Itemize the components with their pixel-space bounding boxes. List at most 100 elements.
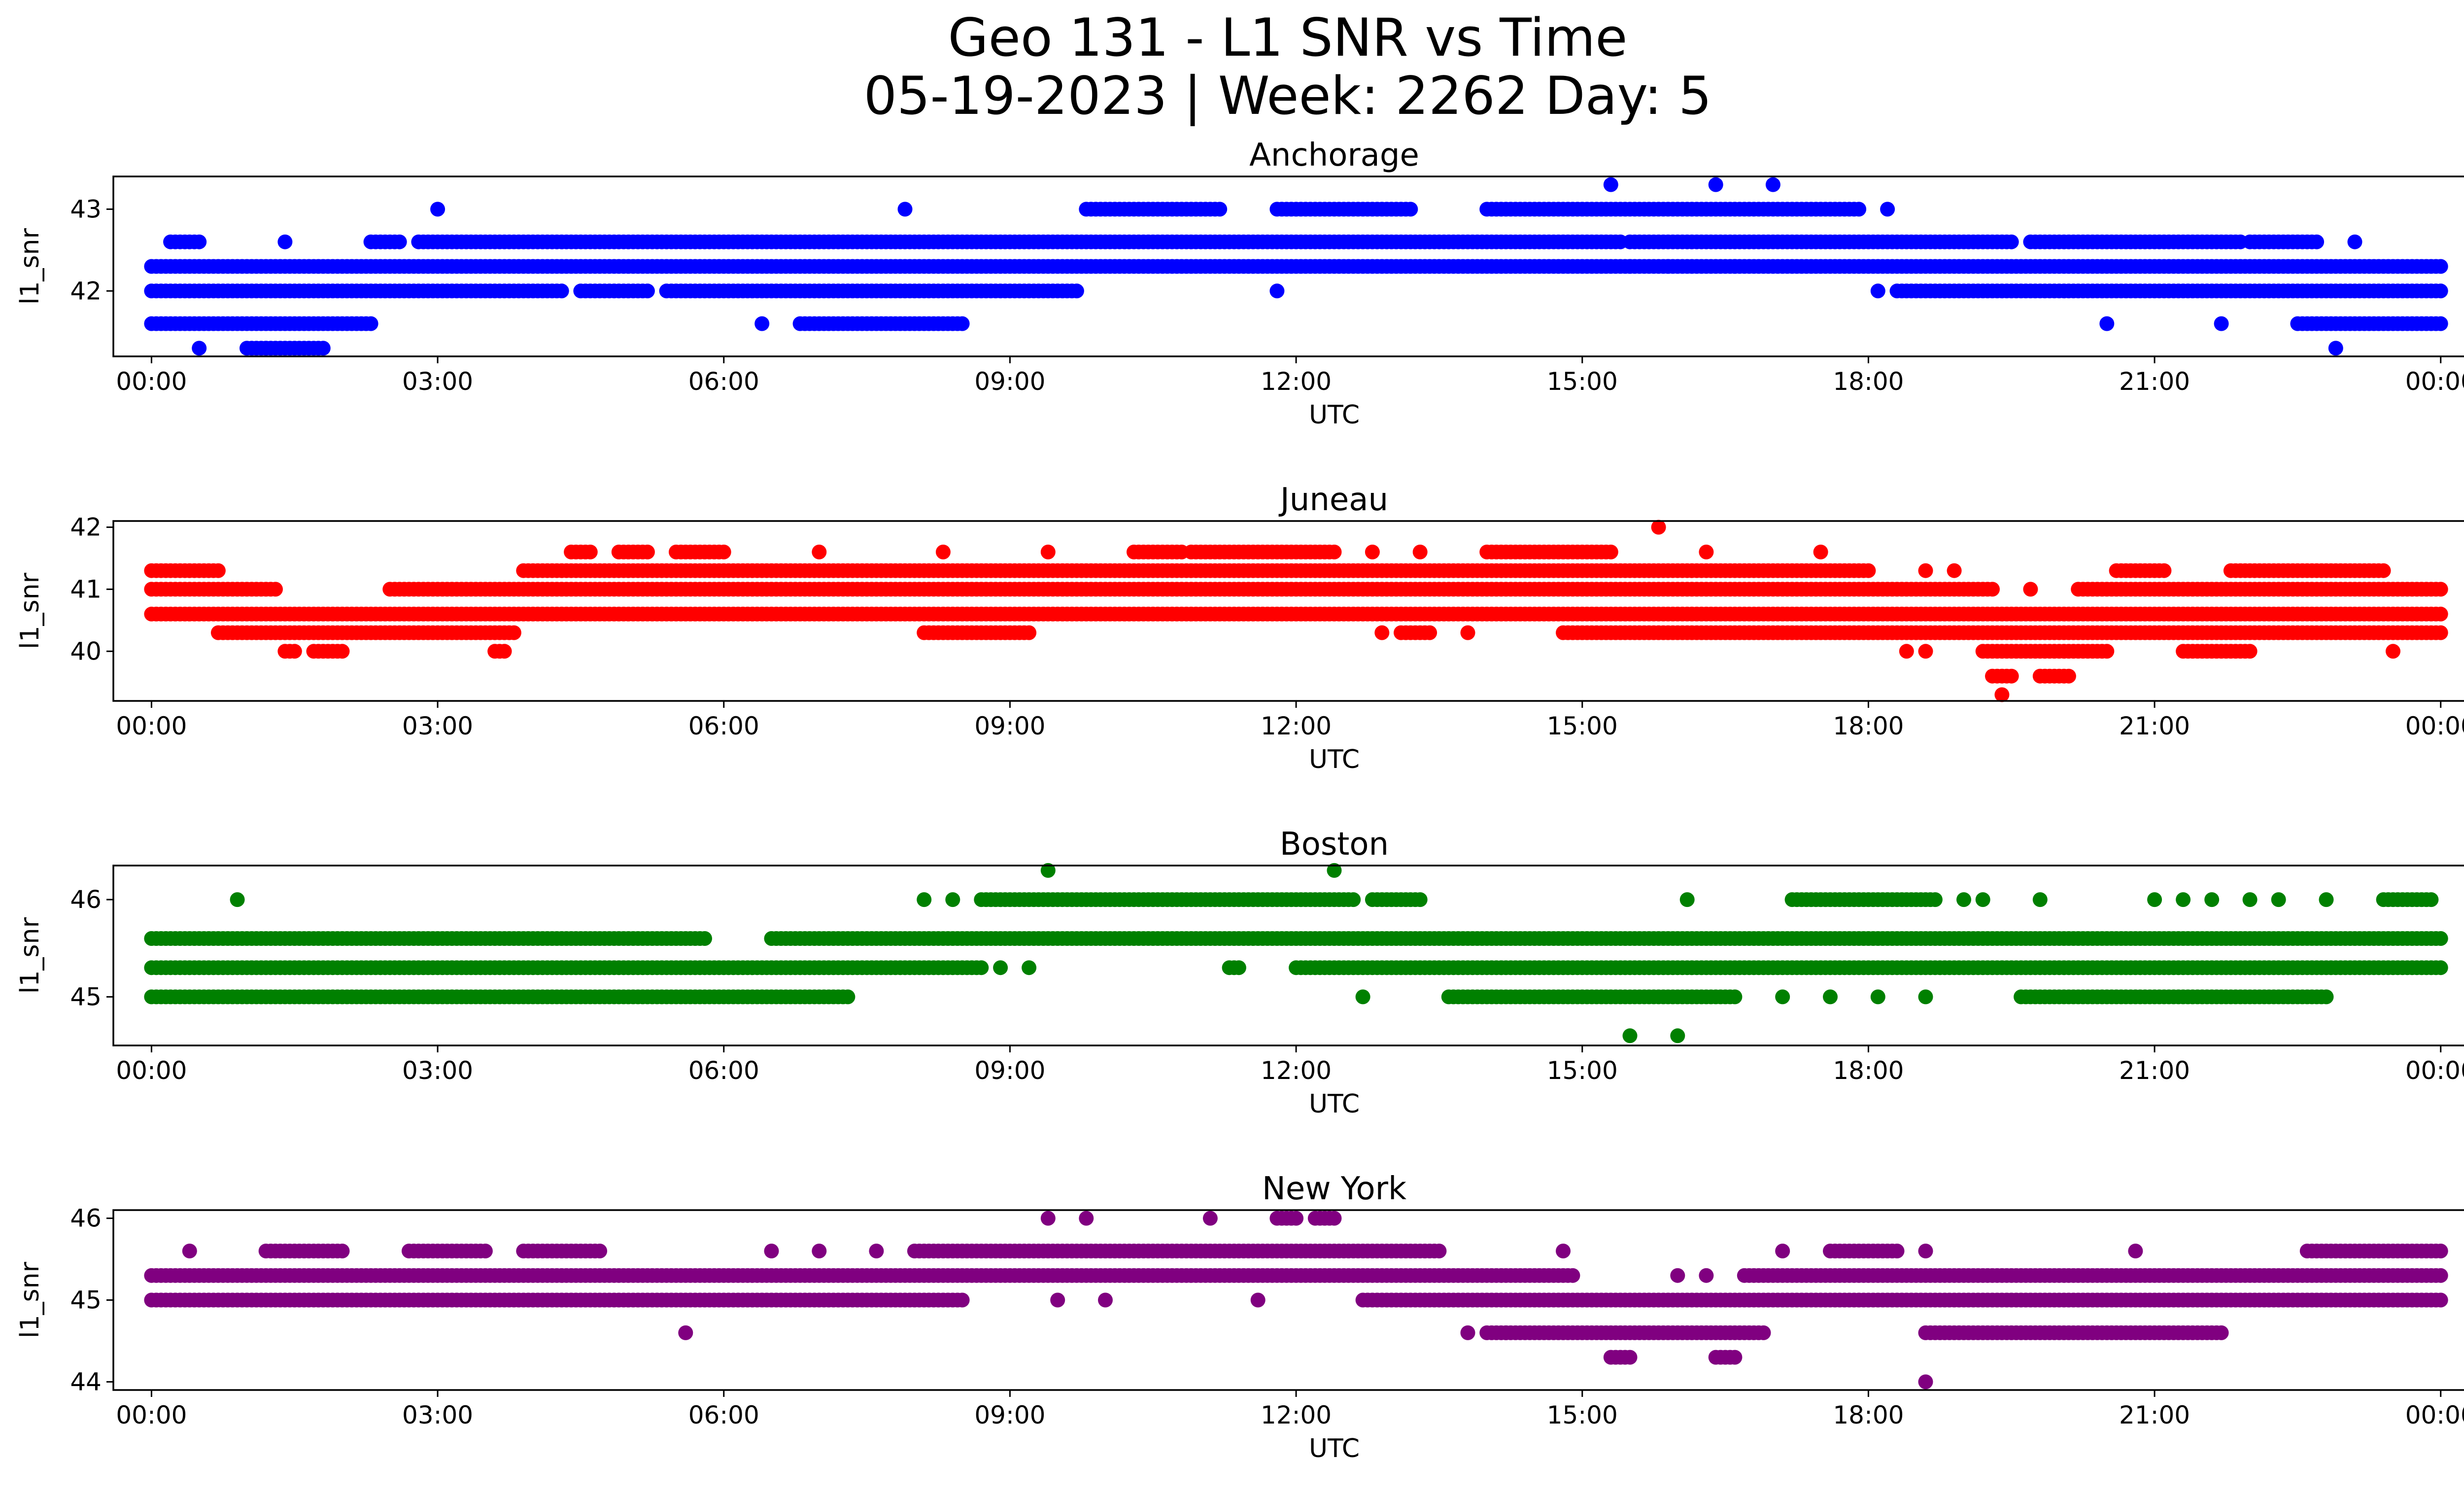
data-point bbox=[2099, 316, 2115, 331]
x-tick-label: 03:00 bbox=[402, 367, 473, 396]
data-point bbox=[1365, 544, 1380, 559]
data-point bbox=[1947, 563, 1962, 578]
data-point bbox=[2328, 341, 2343, 356]
data-point bbox=[1660, 259, 1676, 274]
x-tick-label: 12:00 bbox=[1261, 712, 1332, 740]
data-point bbox=[1374, 625, 1390, 640]
x-tick-label: 21:00 bbox=[2119, 1056, 2190, 1085]
data-point bbox=[392, 234, 407, 249]
data-point bbox=[506, 625, 521, 640]
data-point bbox=[935, 544, 951, 559]
data-point bbox=[2214, 316, 2229, 331]
x-tick-label: 06:00 bbox=[688, 712, 759, 740]
x-tick-label: 00:00 bbox=[2405, 1056, 2464, 1085]
data-point bbox=[1927, 892, 1943, 907]
y-tick-label: 42 bbox=[70, 277, 102, 305]
data-point bbox=[582, 544, 598, 559]
data-point bbox=[1022, 960, 1037, 975]
data-point bbox=[945, 892, 960, 907]
data-point bbox=[315, 341, 331, 356]
data-point bbox=[955, 316, 970, 331]
data-point bbox=[2309, 234, 2325, 249]
data-point bbox=[754, 316, 770, 331]
data-point bbox=[1699, 544, 1714, 559]
data-point bbox=[1899, 644, 1914, 659]
x-axis-label: UTC bbox=[1309, 400, 1360, 430]
data-point bbox=[2386, 644, 2400, 659]
data-point bbox=[2433, 316, 2448, 331]
data-point bbox=[2156, 563, 2172, 578]
data-point bbox=[1956, 892, 1971, 907]
data-point bbox=[2319, 989, 2334, 1005]
x-tick-label: 15:00 bbox=[1547, 1056, 1618, 1085]
x-tick-label: 03:00 bbox=[402, 1056, 473, 1085]
data-point bbox=[1851, 202, 1867, 217]
y-tick-label: 42 bbox=[70, 513, 102, 542]
data-point bbox=[2433, 582, 2448, 597]
data-point bbox=[1870, 283, 1885, 299]
data-point bbox=[1327, 544, 1342, 559]
data-point bbox=[277, 234, 293, 249]
data-point bbox=[2242, 892, 2258, 907]
data-point bbox=[2271, 892, 2286, 907]
x-tick-label: 06:00 bbox=[688, 367, 759, 396]
data-point bbox=[2376, 563, 2391, 578]
data-point bbox=[2242, 644, 2258, 659]
data-point bbox=[287, 644, 302, 659]
data-point bbox=[1022, 625, 1037, 640]
data-point bbox=[1346, 892, 1361, 907]
data-point bbox=[1040, 544, 1056, 559]
x-tick-label: 18:00 bbox=[1833, 712, 1904, 740]
data-point bbox=[974, 960, 989, 975]
data-point bbox=[1412, 544, 1428, 559]
data-point bbox=[1727, 989, 1743, 1005]
data-point bbox=[1880, 202, 1895, 217]
x-tick-label: 06:00 bbox=[688, 1056, 759, 1085]
y-tick-label: 46 bbox=[70, 885, 102, 914]
data-point bbox=[1775, 989, 1790, 1005]
data-point bbox=[2433, 606, 2448, 622]
data-point bbox=[1727, 259, 1743, 274]
x-tick-label: 09:00 bbox=[974, 712, 1045, 740]
data-point bbox=[2433, 259, 2448, 274]
scatter-series bbox=[144, 863, 2448, 1043]
data-point bbox=[1975, 892, 1990, 907]
data-point bbox=[1422, 625, 1437, 640]
data-point bbox=[1918, 644, 1933, 659]
data-point bbox=[363, 316, 378, 331]
scatter-series bbox=[144, 1211, 2448, 1390]
data-point bbox=[1670, 1028, 1685, 1043]
data-point bbox=[897, 202, 913, 217]
data-point bbox=[1985, 582, 2000, 597]
x-tick-label: 12:00 bbox=[1261, 1056, 1332, 1085]
data-point bbox=[1708, 177, 1723, 192]
data-point bbox=[812, 544, 827, 559]
scatter-series bbox=[144, 520, 2448, 702]
data-point bbox=[230, 892, 245, 907]
data-point bbox=[1212, 202, 1228, 217]
y-tick-label: 43 bbox=[70, 195, 102, 223]
data-point bbox=[1823, 989, 1838, 1005]
x-tick-label: 00:00 bbox=[116, 1056, 187, 1085]
data-point bbox=[2004, 234, 2019, 249]
data-point bbox=[1460, 625, 1475, 640]
data-point bbox=[993, 960, 1008, 975]
x-tick-label: 00:00 bbox=[2405, 712, 2464, 740]
y-axis-label: l1_snr bbox=[15, 572, 45, 649]
data-point bbox=[1622, 1028, 1638, 1043]
data-point bbox=[192, 341, 207, 356]
x-tick-label: 18:00 bbox=[1833, 367, 1904, 396]
data-point bbox=[2099, 644, 2115, 659]
data-point bbox=[840, 989, 856, 1005]
figure-title: Geo 131 - L1 SNR vs Time bbox=[948, 7, 1628, 68]
data-point bbox=[268, 582, 283, 597]
data-point bbox=[2204, 892, 2220, 907]
data-point bbox=[1994, 687, 2010, 702]
x-tick-label: 00:00 bbox=[2405, 367, 2464, 396]
data-point bbox=[1679, 892, 1695, 907]
data-point bbox=[1870, 989, 1885, 1005]
